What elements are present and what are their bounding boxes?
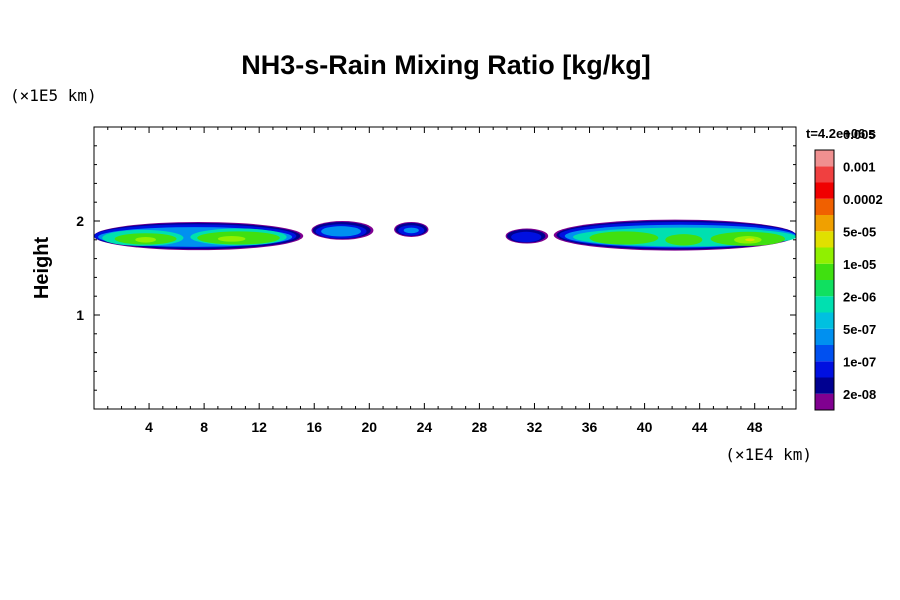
colorbar-label: 1e-05 — [843, 257, 876, 272]
y-axis-label: Height — [31, 237, 53, 300]
x-tick-label: 20 — [362, 419, 378, 435]
plot-frame — [93, 126, 797, 410]
colorbar-swatch — [815, 263, 834, 280]
colorbar-swatch — [815, 361, 834, 378]
contour-level-3-blob-2 — [403, 227, 419, 234]
plot-data — [94, 219, 796, 251]
x-tick-label: 48 — [747, 419, 763, 435]
colorbar-swatch — [815, 231, 834, 248]
time-label: t=4.2e+06 s — [806, 126, 876, 141]
colorbar-swatch — [815, 150, 834, 167]
x-tick-label: 32 — [527, 419, 543, 435]
contour-level-5-blob-3 — [665, 234, 703, 246]
x-tick-label: 24 — [417, 419, 433, 435]
colorbar-swatch — [815, 198, 834, 215]
colorbar-label: 5e-07 — [843, 322, 876, 337]
colorbar-label: 0.005 — [843, 127, 876, 142]
y-axis-unit: (×1E5 km) — [10, 86, 97, 105]
contour-level-6-blob-1 — [217, 236, 246, 242]
x-tick-label: 36 — [582, 419, 598, 435]
colorbar-swatch — [815, 312, 834, 329]
x-tick-label: 40 — [637, 419, 653, 435]
colorbar-swatch — [815, 166, 834, 183]
colorbar-swatch — [815, 393, 834, 410]
colorbar-swatch — [815, 296, 834, 313]
colorbar-swatch — [815, 247, 834, 264]
colorbar-label: 5e-05 — [843, 224, 876, 239]
colorbar-label: 2e-06 — [843, 289, 876, 304]
y-tick-label: 1 — [76, 307, 84, 323]
colorbar: 2e-08 1e-07 5e-07 2e-06 1e-05 5e-05 0.0002 0.00… — [814, 127, 883, 411]
colorbar-label: 2e-08 — [843, 387, 876, 402]
colorbar-frame — [814, 149, 835, 411]
x-tick-label: 28 — [472, 419, 488, 435]
colorbar-label: 0.001 — [843, 159, 876, 174]
contour-level-3-blob-1 — [321, 226, 362, 237]
x-axis-unit: (×1E4 km) — [725, 445, 812, 464]
chart-title: NH3-s-Rain Mixing Ratio [kg/kg] — [241, 50, 651, 80]
colorbar-label: 0.0002 — [843, 192, 883, 207]
colorbar-swatch — [815, 377, 834, 394]
x-tick-label: 8 — [200, 419, 208, 435]
contour-level-2-blob-3 — [511, 231, 542, 243]
colorbar-label: 1e-07 — [843, 354, 876, 369]
contour-level-7-blob-0 — [745, 238, 755, 242]
colorbar-swatch — [815, 182, 834, 199]
colorbar-swatch — [815, 328, 834, 345]
contour-level-5-blob-2 — [589, 231, 659, 245]
colorbar-swatch — [815, 280, 834, 297]
x-tick-label: 4 — [145, 419, 153, 435]
x-tick-label: 44 — [692, 419, 708, 435]
colorbar-swatch — [815, 345, 834, 362]
y-tick-label: 2 — [76, 213, 84, 229]
contour-level-6-blob-0 — [135, 236, 156, 243]
x-tick-label: 16 — [306, 419, 322, 435]
colorbar-swatch — [815, 215, 834, 232]
x-tick-label: 12 — [251, 419, 267, 435]
